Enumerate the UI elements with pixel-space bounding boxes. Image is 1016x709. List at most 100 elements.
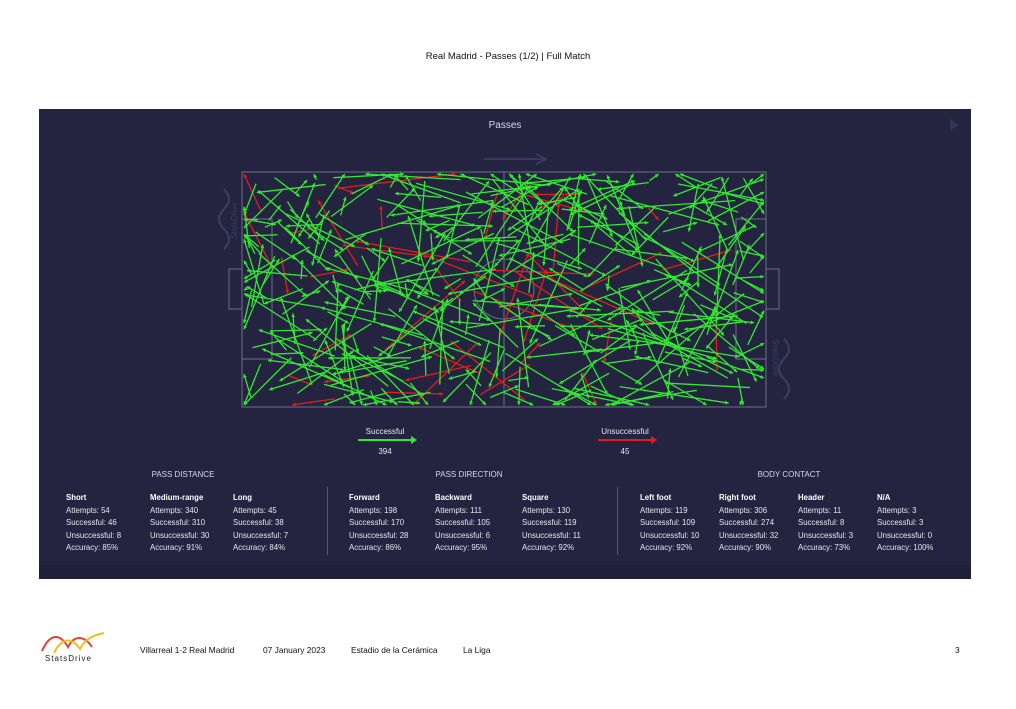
stat-column-header: Header Attempts: 11 Successful: 8 Unsucc…: [798, 492, 853, 555]
stat-column-backward: Backward Attempts: 111 Successful: 105 U…: [435, 492, 490, 555]
successful-pass-arrow: [577, 213, 640, 246]
successful-pass-arrow-head: [506, 206, 511, 211]
successful-pass-arrow-head: [674, 326, 678, 331]
stat-successful: Successful: 170: [349, 518, 405, 528]
unsuccessful-pass-arrow-head: [318, 200, 322, 205]
successful-pass-arrow-head: [328, 229, 332, 234]
successful-pass-arrow: [258, 253, 307, 297]
stat-unsuccessful: Unsuccessful: 30: [150, 530, 210, 540]
successful-pass-arrow-head: [262, 348, 267, 353]
pass-direction-heading: PASS DIRECTION: [435, 470, 503, 479]
successful-pass-arrow-head: [407, 342, 412, 347]
successful-pass-arrow: [606, 175, 639, 250]
unsuccessful-pass-arrow-head: [536, 342, 541, 347]
unsuccessful-pass-arrow-head: [556, 203, 561, 207]
successful-pass-arrow-head: [498, 253, 503, 257]
successful-pass-arrow-head: [589, 333, 594, 338]
unsuccessful-pass-arrow: [583, 251, 663, 290]
successful-pass-arrow-head: [448, 376, 453, 380]
successful-pass-arrow: [490, 296, 553, 341]
successful-pass-arrow: [495, 242, 582, 270]
stat-column-right-foot: Right foot Attempts: 306 Successful: 274…: [719, 492, 778, 555]
successful-pass-arrow-head: [243, 325, 248, 330]
stat-unsuccessful: Unsuccessful: 11: [522, 530, 581, 540]
successful-pass-arrow: [526, 348, 603, 359]
successful-pass-arrow-head: [465, 237, 469, 242]
successful-pass-arrow: [635, 327, 700, 385]
successful-pass-arrow-head: [306, 213, 310, 218]
successful-pass-arrow-head: [684, 292, 688, 297]
successful-pass-arrow: [566, 310, 675, 317]
successful-pass-arrow-head: [631, 308, 636, 313]
successful-pass-arrow: [555, 389, 592, 406]
successful-pass-arrow-head: [341, 304, 346, 309]
stat-attempts: Attempts: 54: [66, 505, 110, 515]
successful-pass-arrow-head: [728, 263, 733, 268]
stat-unsuccessful: Unsuccessful: 28: [349, 530, 409, 540]
successful-pass-arrow-head: [431, 260, 436, 265]
stat-accuracy: Accuracy: 85%: [66, 543, 119, 553]
successful-pass-arrow: [284, 212, 356, 248]
successful-pass-arrow: [338, 341, 436, 373]
successful-pass-arrow-head: [629, 174, 634, 178]
successful-pass-arrow: [503, 391, 534, 406]
stat-column-name: Header: [798, 493, 825, 502]
play-icon[interactable]: [950, 119, 959, 131]
successful-pass-arrow-head: [570, 331, 575, 336]
successful-pass-arrow: [366, 247, 386, 262]
successful-pass-arrow-head: [570, 211, 575, 216]
successful-pass-arrow-head: [587, 300, 592, 305]
successful-pass-arrow: [447, 273, 560, 295]
successful-pass-arrow-head: [720, 177, 725, 181]
successful-pass-arrow-head: [485, 181, 490, 186]
stat-unsuccessful: Unsuccessful: 6: [435, 530, 491, 540]
successful-pass-arrow: [397, 401, 421, 404]
pass-map: StatsDrive StatsDrive: [218, 153, 790, 408]
successful-pass-arrow: [526, 233, 564, 245]
successful-pass-arrow-head: [336, 282, 340, 287]
successful-pass-arrow-head: [706, 344, 710, 349]
successful-pass-arrow-head: [597, 186, 602, 191]
watermark-left: [218, 188, 230, 250]
successful-pass-arrow: [505, 352, 592, 406]
unsuccessful-pass-arrow-head: [379, 206, 383, 210]
successful-pass-arrow: [590, 385, 633, 406]
successful-pass-arrow: [490, 173, 527, 198]
unsuccessful-pass-arrow: [544, 275, 655, 325]
unsuccessful-pass-arrow: [289, 226, 318, 235]
successful-pass-arrow-head: [316, 290, 321, 294]
successful-pass-arrow-head: [760, 197, 764, 202]
watermark-text-left: StatsDrive: [230, 202, 239, 239]
successful-pass-arrow-head: [244, 278, 248, 283]
stat-column-name: Medium-range: [150, 493, 204, 502]
successful-pass-arrow: [263, 288, 304, 305]
stat-accuracy: Accuracy: 92%: [522, 543, 575, 553]
successful-pass-arrow-head: [434, 267, 439, 272]
legend-unsuccessful-count: 45: [620, 447, 630, 456]
successful-pass-arrow-head: [759, 313, 764, 318]
unsuccessful-pass-arrow-head: [292, 402, 296, 407]
successful-pass-arrow-head: [560, 324, 564, 329]
stat-column-name: Long: [233, 493, 253, 502]
successful-pass-arrow-head: [569, 227, 574, 232]
successful-pass-arrow: [290, 182, 316, 244]
successful-pass-arrow-head: [482, 401, 486, 405]
successful-pass-arrow-head: [510, 174, 514, 178]
successful-pass-arrow-head: [244, 275, 248, 279]
successful-pass-arrow: [733, 292, 765, 304]
successful-pass-arrow-head: [647, 355, 652, 360]
successful-pass-arrow-head: [672, 327, 677, 332]
successful-pass-arrow-head: [328, 356, 332, 360]
unsuccessful-pass-arrow-head: [502, 215, 507, 220]
successful-pass-arrow-head: [472, 302, 477, 307]
successful-pass-arrow: [552, 372, 610, 406]
successful-pass-arrow-head: [752, 224, 757, 228]
stat-accuracy: Accuracy: 91%: [150, 543, 203, 553]
successful-pass-arrow: [600, 326, 636, 354]
successful-pass-arrow: [501, 338, 539, 372]
successful-pass-arrow: [610, 361, 690, 406]
legend-unsuccessful: Unsuccessful 45: [570, 427, 680, 456]
successful-pass-arrow-head: [615, 179, 620, 184]
successful-pass-arrow-head: [242, 319, 247, 324]
unsuccessful-pass-arrow-head: [347, 334, 352, 338]
